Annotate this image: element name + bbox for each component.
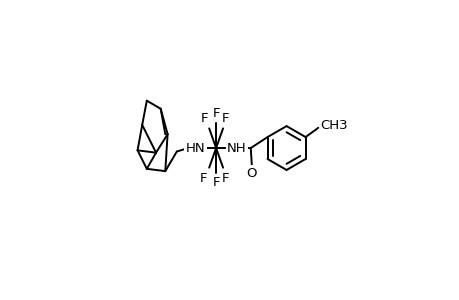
Text: F: F [201,112,208,124]
Text: NH: NH [227,142,246,154]
Text: F: F [199,172,207,184]
Text: F: F [212,176,219,189]
Text: CH3: CH3 [320,119,347,132]
Text: F: F [221,172,229,184]
Text: O: O [246,167,257,180]
Text: F: F [212,107,219,120]
Text: F: F [221,112,229,124]
Text: HN: HN [185,142,205,154]
